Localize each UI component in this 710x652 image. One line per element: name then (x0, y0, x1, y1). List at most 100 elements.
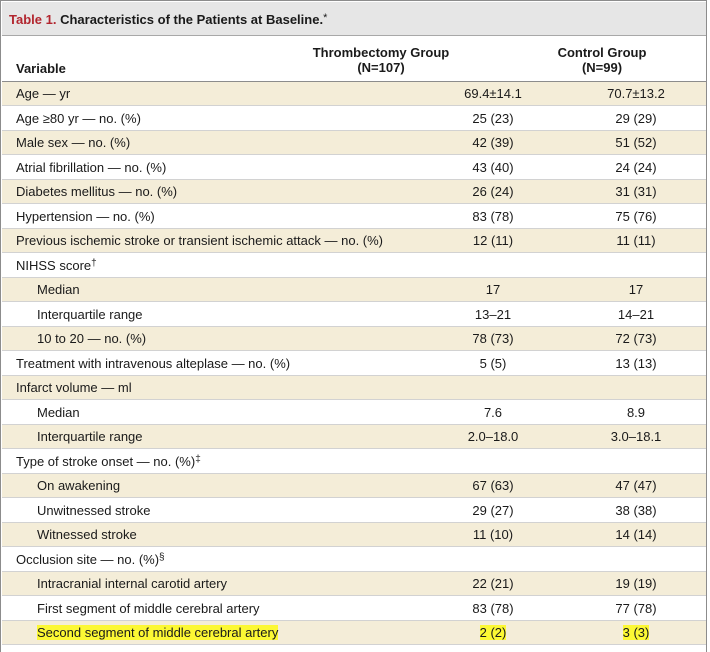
row-label: Median (37, 282, 80, 297)
table-row: Second segment of middle cerebral artery… (2, 621, 706, 645)
control-value: 51 (52) (566, 135, 706, 150)
thrombectomy-value: 29 (27) (423, 503, 563, 518)
cell-text: 67 (63) (472, 478, 514, 493)
thrombectomy-value: 78 (73) (423, 331, 563, 346)
cell-text: 25 (23) (472, 110, 514, 126)
control-value: 75 (76) (566, 209, 706, 224)
row-label: Diabetes mellitus — no. (%) (16, 184, 177, 199)
cell-text: 29 (29) (615, 110, 657, 126)
control-value: 17 (566, 282, 706, 297)
thrombectomy-value: 43 (40) (423, 160, 563, 175)
cell-text: 8.9 (626, 404, 646, 420)
cell-text: 26 (24) (472, 184, 514, 199)
control-value: 38 (38) (566, 503, 706, 518)
thrombectomy-value: 12 (11) (423, 233, 563, 248)
footnote-mark: § (159, 551, 165, 563)
table-row: First segment of middle cerebral artery 8… (2, 597, 706, 621)
table-row: NIHSS score† (2, 254, 706, 278)
row-label-text: Age — yr (16, 86, 71, 101)
column-header-variable: Variable (16, 61, 66, 76)
thrombectomy-value: 2.0–18.0 (423, 429, 563, 444)
thrombectomy-value: 5 (5) (423, 356, 563, 371)
row-label-text: Previous ischemic stroke or transient is… (16, 233, 384, 248)
row-label-text: On awakening (37, 478, 121, 493)
control-value: 3.0–18.1 (566, 429, 706, 444)
thrombectomy-value: 22 (21) (423, 576, 563, 591)
table-row: Witnessed stroke 11 (10) 14 (14) (2, 523, 706, 547)
control-value: 13 (13) (566, 356, 706, 371)
cell-text: 13 (13) (615, 355, 657, 371)
row-label: NIHSS score† (16, 258, 97, 273)
thrombectomy-value: 7.6 (423, 405, 563, 420)
control-value: 77 (78) (566, 601, 706, 616)
table-row: On awakening 67 (63) 47 (47) (2, 474, 706, 498)
row-label-text: Hypertension — no. (%) (16, 208, 155, 224)
cell-text: 3.0–18.1 (610, 429, 662, 444)
cell-text: 12 (11) (472, 233, 514, 248)
cell-text: 83 (78) (472, 208, 514, 224)
table-row: Hypertension — no. (%) 83 (78) 75 (76) (2, 205, 706, 229)
cell-text: 2 (2) (479, 625, 507, 640)
thrombectomy-value: 69.4±14.1 (423, 86, 563, 101)
row-label-text: First segment of middle cerebral artery (37, 600, 260, 616)
row-label-text: Diabetes mellitus — no. (%) (16, 184, 178, 199)
column-header-control-n: (N=99) (581, 60, 623, 75)
row-label: Witnessed stroke (37, 527, 137, 542)
row-label-text: Median (37, 404, 80, 420)
row-label: Second segment of middle cerebral artery (37, 625, 279, 640)
row-label: Age ≥80 yr — no. (%) (16, 111, 141, 126)
row-label: Male sex — no. (%) (16, 135, 130, 150)
table-title-bar: Table 1. Characteristics of the Patients… (2, 2, 706, 36)
row-label: Interquartile range (37, 429, 143, 444)
row-label: Infarct volume — ml (16, 380, 132, 395)
cell-text: 77 (78) (615, 600, 657, 616)
row-label-text: Witnessed stroke (37, 527, 137, 542)
control-value: 11 (11) (566, 233, 706, 248)
cell-text: 22 (21) (472, 576, 514, 591)
thrombectomy-value: 13–21 (423, 307, 563, 322)
table-row: Age — yr 69.4±14.1 70.7±13.2 (2, 82, 706, 106)
cell-text: 69.4±14.1 (464, 86, 522, 101)
cell-text: 5 (5) (479, 355, 507, 371)
row-label: Previous ischemic stroke or transient is… (16, 233, 383, 248)
row-label: Treatment with intravenous alteplase — n… (16, 356, 290, 371)
row-label: Intracranial internal carotid artery (37, 576, 227, 591)
table-row: Intracranial internal carotid artery 22 (… (2, 572, 706, 596)
table-title: Table 1. Characteristics of the Patients… (9, 12, 327, 27)
footnote-mark: ‡ (195, 453, 201, 465)
cell-text: 38 (38) (615, 502, 657, 518)
cell-text: 31 (31) (615, 184, 657, 199)
cell-text: 72 (73) (615, 331, 657, 346)
row-label: Interquartile range (37, 307, 143, 322)
cell-text: 7.6 (483, 404, 503, 420)
cell-text: 11 (10) (472, 527, 514, 542)
table-row: Previous ischemic stroke or transient is… (2, 229, 706, 253)
cell-text: 24 (24) (615, 159, 657, 175)
row-label: On awakening (37, 478, 120, 493)
table-title-text: Characteristics of the Patients at Basel… (60, 12, 324, 27)
table-row: Median 17 17 (2, 278, 706, 302)
row-label: Atrial fibrillation — no. (%) (16, 160, 166, 175)
row-label: Occlusion site — no. (%)§ (16, 552, 165, 567)
row-label-text: Occlusion site — no. (%) (16, 551, 160, 567)
row-label-text: Treatment with intravenous alteplase — n… (16, 355, 291, 371)
column-header-thrombectomy: Thrombectomy Group (N=107) (256, 45, 506, 75)
row-label-text: NIHSS score (16, 257, 92, 273)
cell-text: 29 (27) (472, 502, 514, 518)
cell-text: 13–21 (474, 306, 512, 322)
table-row: Median 7.6 8.9 (2, 401, 706, 425)
cell-text: 3 (3) (622, 625, 650, 640)
control-value: 70.7±13.2 (566, 86, 706, 101)
control-value: 24 (24) (566, 160, 706, 175)
control-value: 19 (19) (566, 576, 706, 591)
cell-text: 14–21 (617, 306, 655, 322)
row-label-text: Age ≥80 yr — no. (%) (16, 110, 141, 126)
control-value: 14 (14) (566, 527, 706, 542)
control-value: 8.9 (566, 405, 706, 420)
control-value: 29 (29) (566, 111, 706, 126)
row-label-text: Interquartile range (37, 306, 143, 322)
cell-text: 19 (19) (615, 576, 657, 591)
row-label: 10 to 20 — no. (%) (37, 331, 146, 346)
column-header-thrombectomy-name: Thrombectomy Group (312, 45, 450, 60)
